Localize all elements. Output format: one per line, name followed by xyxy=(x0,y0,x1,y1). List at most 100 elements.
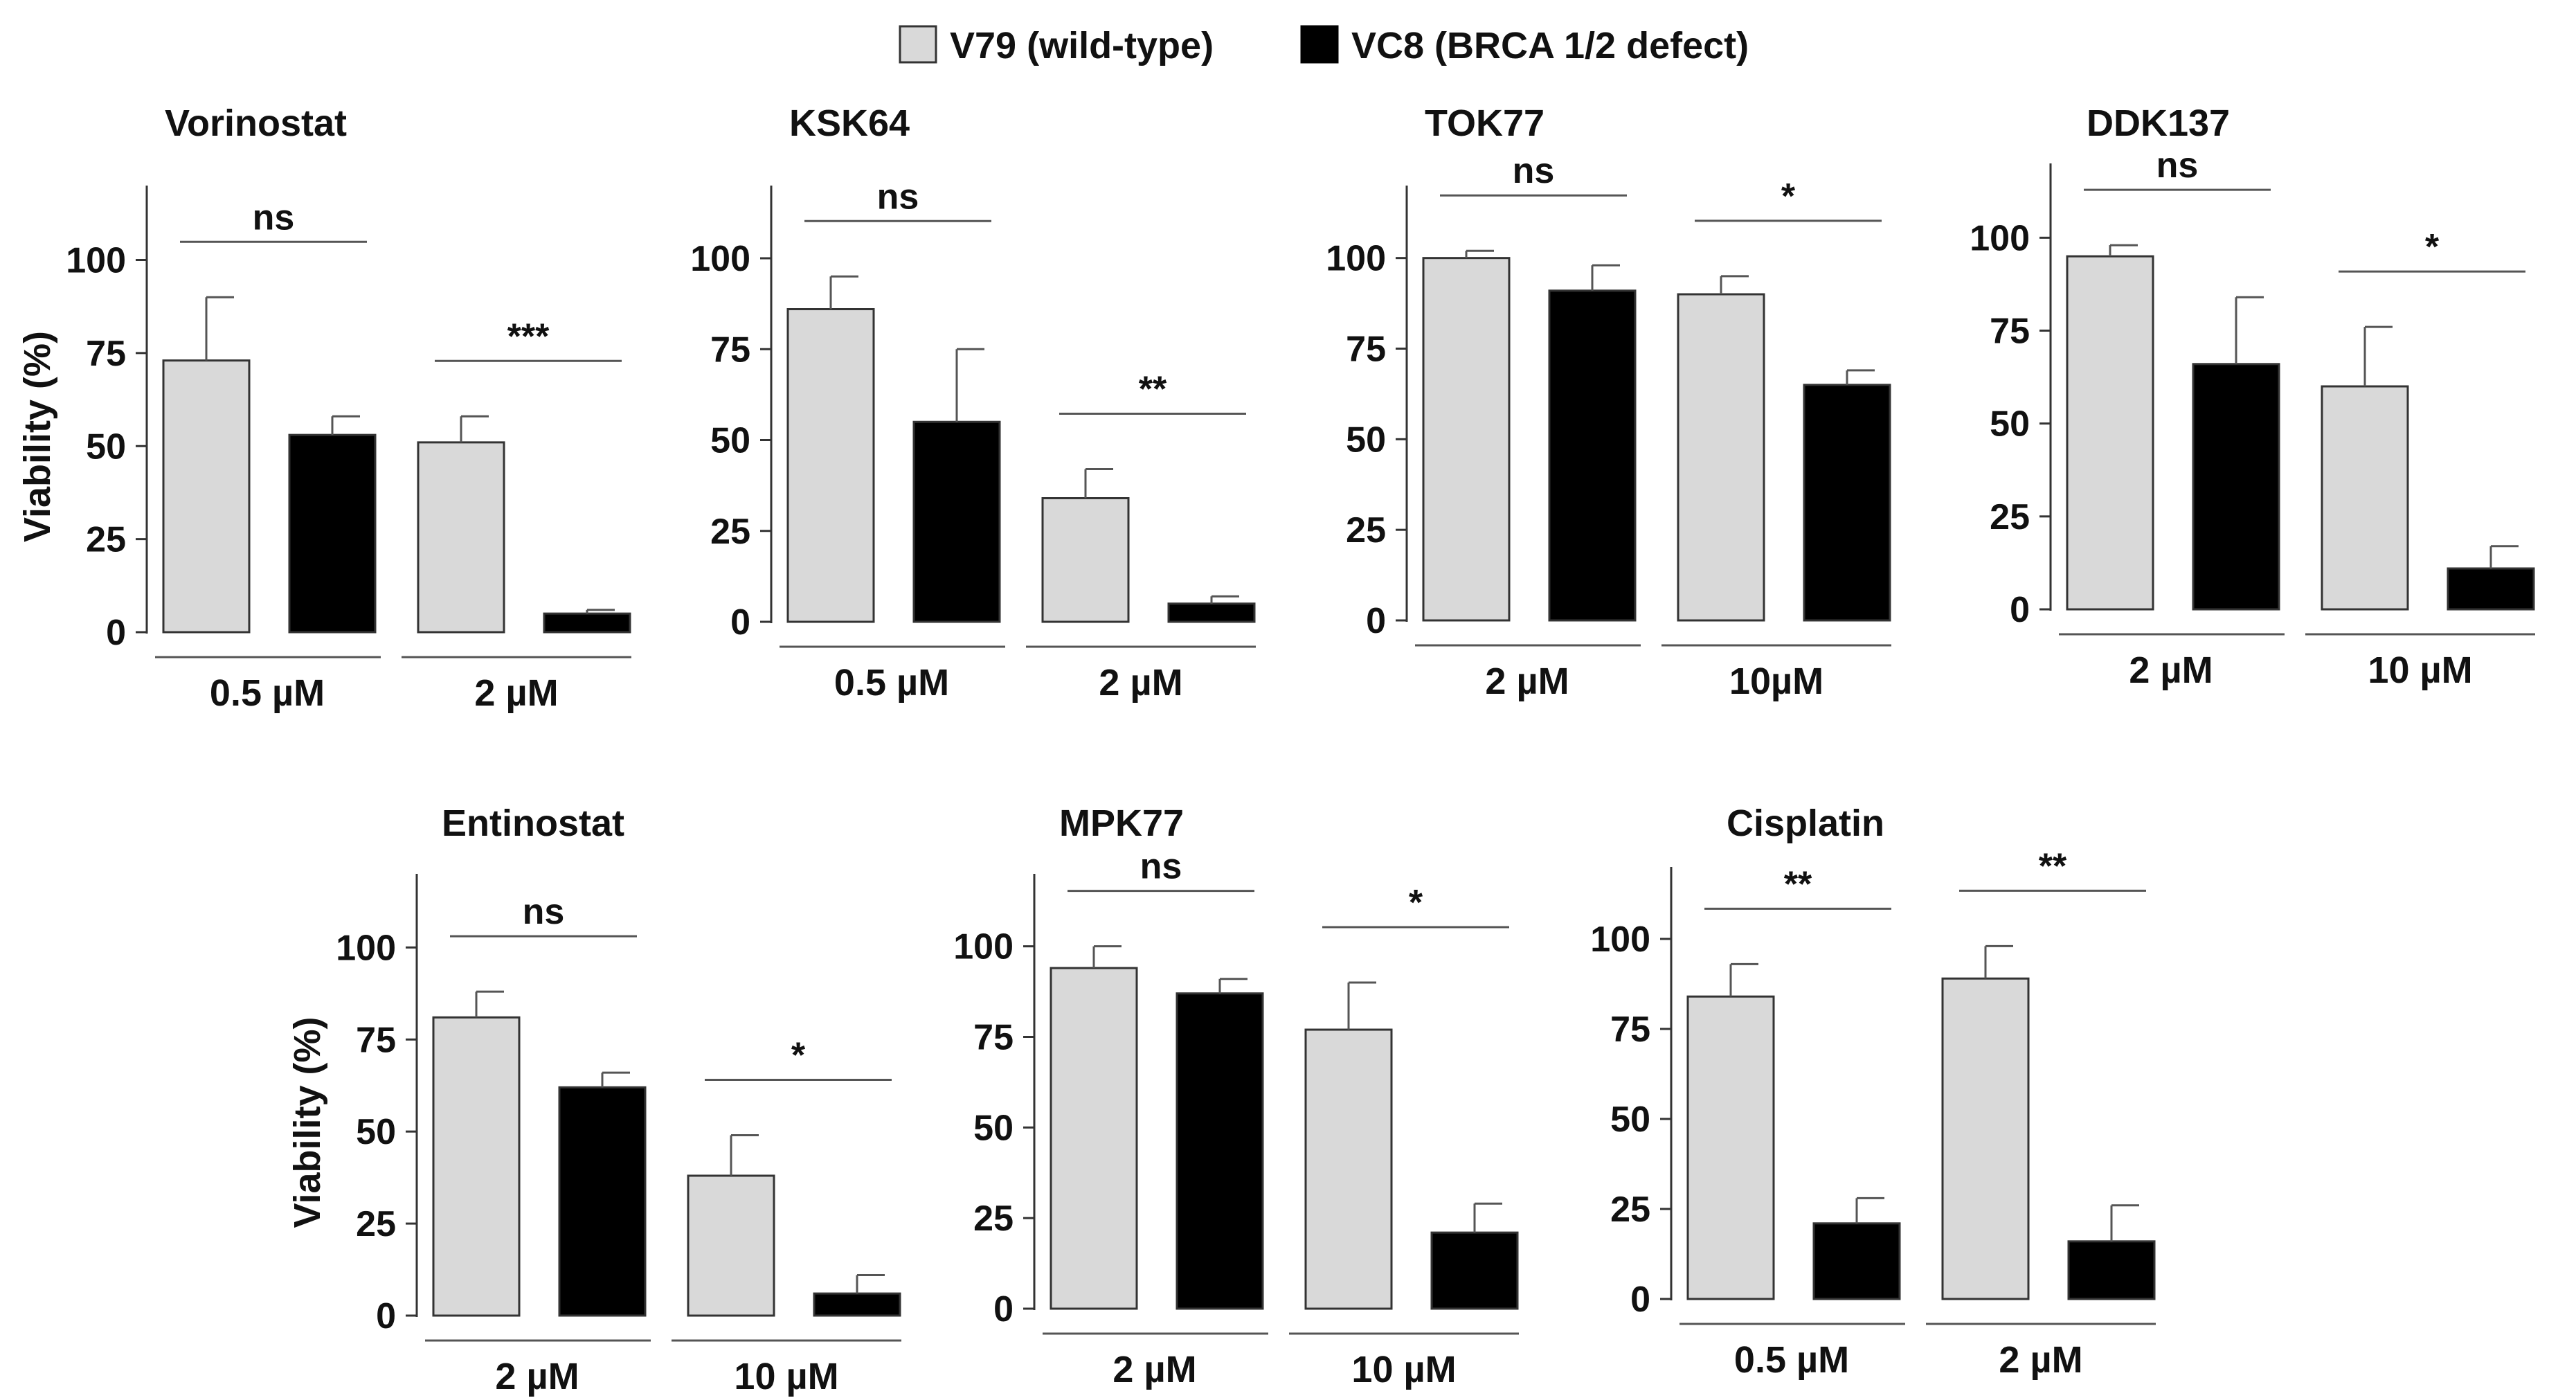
bar-vc8 xyxy=(1430,1231,1519,1310)
significance-label: * xyxy=(1409,883,1423,923)
significance-label: ** xyxy=(1784,864,1812,904)
y-tick-label: 75 xyxy=(710,330,750,370)
y-tick-label: 25 xyxy=(973,1199,1014,1239)
category-label: 2 µM xyxy=(1485,661,1569,702)
y-tick-label: 25 xyxy=(1990,497,2030,537)
chart-panel-entinostat: Entinostat 0 25 50 75 100 Viability (%) ns 2 µM *… xyxy=(287,803,901,1397)
chart-panels: Vorinostat 0 25 50 75 100 Viability (%) ns 0.5 µ… xyxy=(17,102,2535,1397)
bar-vc8 xyxy=(912,420,1001,623)
significance-label: ns xyxy=(1140,847,1182,887)
bar-v79 xyxy=(2321,385,2409,611)
y-tick-label: 0 xyxy=(106,613,126,653)
y-tick-label: 100 xyxy=(1326,239,1386,279)
bar-vc8 xyxy=(1812,1222,1901,1300)
category-label: 0.5 µM xyxy=(834,662,949,704)
y-tick-label: 100 xyxy=(1590,920,1650,960)
bar-v79 xyxy=(162,359,251,634)
bar-v79 xyxy=(1422,257,1511,622)
chart-panel-mpk77: MPK77 0 25 50 75 100 ns 2 µM * 10 µM xyxy=(953,803,1519,1390)
y-tick-label: 25 xyxy=(1346,510,1386,550)
y-axis-label: Viability (%) xyxy=(17,331,58,542)
legend: V79 (wild-type) VC8 (BRCA 1/2 defect) xyxy=(899,25,1749,66)
category-label: 2 µM xyxy=(1099,662,1182,704)
legend-label-v79: V79 (wild-type) xyxy=(950,25,1214,66)
significance-label: ** xyxy=(1139,370,1167,410)
significance-label: ns xyxy=(523,892,565,932)
y-tick-label: 50 xyxy=(1990,404,2030,445)
bar-vc8 xyxy=(813,1292,901,1317)
legend-swatch-v79 xyxy=(899,25,937,64)
category-label: 10 µM xyxy=(1351,1349,1456,1390)
y-tick-label: 50 xyxy=(86,427,126,467)
bar-vc8 xyxy=(2447,567,2535,611)
bar-vc8 xyxy=(2192,363,2280,611)
significance-label: ns xyxy=(877,177,919,217)
chart-panel-ksk64: KSK64 0 25 50 75 100 ns 0.5 µM ** 2 µM xyxy=(690,102,1256,704)
category-label: 2 µM xyxy=(1999,1339,2082,1381)
y-tick-label: 75 xyxy=(1610,1010,1650,1050)
category-label: 2 µM xyxy=(1113,1349,1196,1390)
y-tick-label: 25 xyxy=(86,520,126,560)
category-label: 10µM xyxy=(1729,661,1823,702)
y-tick-label: 75 xyxy=(356,1020,396,1060)
bar-v79 xyxy=(1050,967,1138,1310)
bar-vc8 xyxy=(1167,602,1256,623)
y-tick-label: 100 xyxy=(690,239,750,279)
chart-panel-tok77: TOK77 0 25 50 75 100 ns 2 µM * 10µM xyxy=(1326,102,1891,702)
category-label: 0.5 µM xyxy=(1734,1339,1849,1381)
chart-panel-cisplatin: Cisplatin 0 25 50 75 100 ** 0.5 µM ** 2 µM xyxy=(1590,803,2156,1381)
chart-panel-vorinostat: Vorinostat 0 25 50 75 100 Viability (%) ns 0.5 µ… xyxy=(17,102,631,714)
y-tick-label: 50 xyxy=(356,1112,396,1152)
bar-vc8 xyxy=(558,1086,647,1317)
category-label: 2 µM xyxy=(474,672,558,714)
bar-v79 xyxy=(432,1016,521,1317)
bar-v79 xyxy=(1941,977,2030,1300)
y-tick-label: 50 xyxy=(1610,1100,1650,1140)
bar-vc8 xyxy=(2067,1240,2156,1300)
y-tick-label: 50 xyxy=(1346,420,1386,460)
bar-v79 xyxy=(786,308,875,623)
y-tick-label: 75 xyxy=(1346,330,1386,370)
legend-label-vc8: VC8 (BRCA 1/2 defect) xyxy=(1351,25,1749,66)
chart-title: DDK137 xyxy=(2087,102,2230,144)
y-tick-label: 100 xyxy=(1970,218,2030,258)
significance-label: *** xyxy=(507,316,550,357)
y-tick-label: 0 xyxy=(1366,601,1386,641)
category-label: 10 µM xyxy=(734,1356,838,1397)
y-tick-label: 0 xyxy=(376,1296,396,1336)
bar-v79 xyxy=(1686,995,1775,1300)
y-tick-label: 100 xyxy=(336,928,396,968)
bar-v79 xyxy=(417,441,505,634)
bar-vc8 xyxy=(1176,992,1264,1310)
category-label: 0.5 µM xyxy=(210,672,325,714)
y-tick-label: 75 xyxy=(86,334,126,374)
significance-label: ns xyxy=(1513,151,1555,191)
chart-title: TOK77 xyxy=(1425,102,1544,144)
bar-v79 xyxy=(1304,1028,1393,1310)
bar-vc8 xyxy=(543,612,631,634)
significance-label: * xyxy=(791,1035,806,1075)
y-tick-label: 0 xyxy=(730,602,750,643)
significance-label: * xyxy=(2425,227,2440,267)
y-tick-label: 75 xyxy=(1990,312,2030,352)
y-tick-label: 0 xyxy=(1630,1280,1650,1320)
bar-v79 xyxy=(687,1174,775,1317)
bar-v79 xyxy=(1041,497,1130,623)
y-axis-label: Viability (%) xyxy=(287,1016,328,1228)
chart-panel-ddk137: DDK137 0 25 50 75 100 ns 2 µM * 10 µM xyxy=(1970,102,2535,691)
y-tick-label: 100 xyxy=(953,927,1014,967)
significance-label: ns xyxy=(253,197,295,238)
significance-label: * xyxy=(1781,177,1796,217)
bar-v79 xyxy=(1677,293,1765,622)
y-tick-label: 50 xyxy=(710,421,750,461)
y-tick-label: 25 xyxy=(1610,1190,1650,1230)
bar-vc8 xyxy=(1548,289,1637,622)
category-label: 2 µM xyxy=(2129,649,2213,691)
category-label: 2 µM xyxy=(495,1356,579,1397)
category-label: 10 µM xyxy=(2368,649,2472,691)
chart-title: Entinostat xyxy=(442,803,624,844)
significance-label: ** xyxy=(2039,846,2067,886)
y-tick-label: 0 xyxy=(2010,590,2030,630)
chart-title: Cisplatin xyxy=(1727,803,1884,844)
